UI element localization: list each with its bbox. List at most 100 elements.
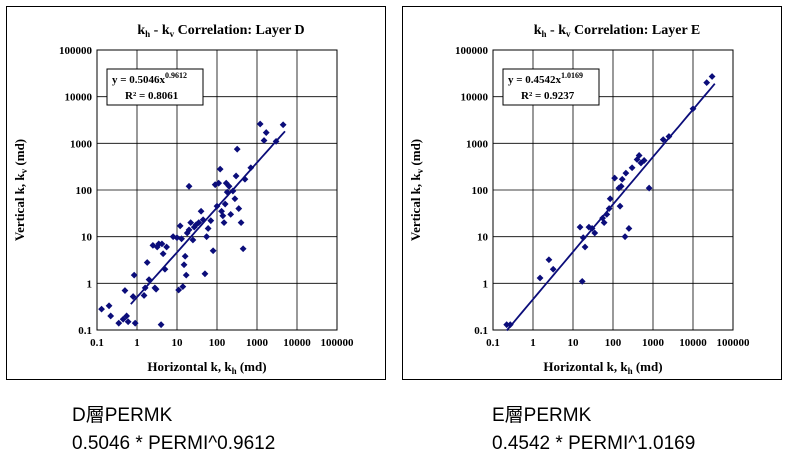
y-tick-label: 100 [76,185,93,197]
data-point [185,182,193,190]
series-points [503,73,716,329]
data-point [178,235,185,243]
trend-equation: y = 0.4542x1.0169 [508,71,583,86]
data-point [645,184,653,192]
data-point [189,236,197,244]
data-point [635,152,643,159]
caption-title: E層PERMK [492,405,592,426]
data-point [221,200,229,208]
data-point [209,247,217,255]
y-tick-label: 100000 [455,45,489,57]
chart-layer-e: kh - kv Correlation: Layer E 0.1 1 10 100 100… [408,23,751,376]
data-point [256,120,264,128]
data-point [591,229,599,237]
data-point [149,241,157,249]
data-point [159,250,167,258]
x-tick-label: 1000 [642,337,665,349]
data-point [235,205,243,212]
data-point [115,319,123,327]
trendline [130,130,286,305]
data-point [181,252,189,260]
y-tick-label: 10 [477,232,489,244]
data-point [163,243,171,251]
y-tick-label: 0.1 [474,325,488,337]
data-point [616,202,624,210]
data-point [105,302,113,310]
x-tick-label: 0.1 [90,337,104,349]
y-axis-label: Vertical k, kv (md) [408,139,425,241]
y-tick-label: 10000 [461,92,489,104]
chart-panel-layer-e: kh - kv Correlation: Layer E 0.1 1 10 100 100… [402,6,782,380]
data-point [179,283,187,291]
data-point [98,305,105,313]
data-point [220,219,228,227]
data-point [182,271,190,279]
data-point [199,216,207,224]
data-point [121,287,129,294]
data-point [618,175,626,183]
data-point [633,156,641,163]
data-point [129,293,137,300]
y-tick-label: 10 [81,232,93,244]
data-point [173,234,181,242]
data-point [229,187,237,195]
data-point [153,243,161,251]
x-tick-label: 10000 [283,337,311,349]
data-point [585,223,593,231]
caption-title: D層PERMK [72,405,173,426]
data-point [549,265,557,273]
x-tick-label: 1000 [246,337,269,349]
caption-formula: 0.4542 * PERMI^1.0169 [492,433,696,454]
data-point [219,212,227,220]
x-tick-label: 100 [605,337,622,349]
data-point [621,233,629,241]
x-tick-label: 100000 [717,337,751,349]
x-tick-label: 1 [530,337,536,349]
data-point [600,219,608,227]
chart-title: kh - kv Correlation: Layer D [137,23,304,39]
data-point [215,179,223,187]
data-point [703,79,711,87]
data-point [665,133,673,140]
chart-title: kh - kv Correlation: Layer E [534,23,701,39]
data-point [247,164,255,172]
data-point [225,182,233,190]
data-point [578,278,586,285]
data-point [223,188,231,196]
data-point [123,312,131,320]
equation-box [502,68,600,106]
data-point [581,243,589,251]
y-tick-label: 100 [472,185,489,197]
y-tick-label: 1 [87,278,93,290]
data-point [124,318,132,326]
data-point [207,217,215,225]
data-point [195,219,203,227]
data-point [708,73,716,80]
data-point [140,292,148,299]
data-point [192,221,200,229]
data-point [233,145,241,153]
data-point [260,137,268,144]
data-point [203,233,211,241]
r-squared: R² = 0.9237 [521,90,575,102]
x-axis-label: Horizontal k, kh (md) [147,359,266,376]
data-point [131,319,139,327]
data-point [615,184,623,192]
equation-box [106,68,204,106]
data-point [622,169,630,177]
data-point [279,121,287,129]
data-point [239,245,247,253]
data-point [119,315,127,323]
x-tick-label: 10 [172,337,184,349]
data-point [130,271,138,279]
caption-formula: 0.5046 * PERMI^0.9612 [72,433,276,454]
data-point [169,233,177,241]
data-point [176,222,184,230]
data-point [231,195,239,203]
chart-panel-layer-d: kh - kv Correlation: Layer D 0.1 1 10 100 100… [6,6,386,380]
data-point [576,223,584,231]
x-axis-label: Horizontal k, kh (md) [543,359,662,376]
data-point [606,195,614,203]
data-point [107,312,115,320]
chart-layer-d: kh - kv Correlation: Layer D 0.1 1 10 100 100… [12,23,354,376]
